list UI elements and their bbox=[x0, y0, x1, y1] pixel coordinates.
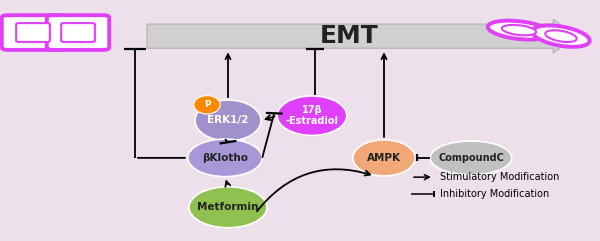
Text: AMPK: AMPK bbox=[367, 153, 401, 163]
Text: EMT: EMT bbox=[320, 24, 379, 48]
Ellipse shape bbox=[194, 96, 220, 114]
Ellipse shape bbox=[353, 140, 415, 176]
Text: Metformin: Metformin bbox=[197, 202, 259, 212]
Ellipse shape bbox=[430, 141, 512, 175]
FancyBboxPatch shape bbox=[16, 23, 50, 42]
Text: βKlotho: βKlotho bbox=[202, 153, 248, 163]
Ellipse shape bbox=[188, 139, 262, 177]
FancyBboxPatch shape bbox=[61, 23, 95, 42]
Ellipse shape bbox=[532, 26, 590, 47]
Text: Inhibitory Modification: Inhibitory Modification bbox=[440, 189, 549, 199]
Text: CompoundC: CompoundC bbox=[438, 153, 504, 163]
Polygon shape bbox=[147, 19, 576, 53]
Ellipse shape bbox=[277, 96, 347, 135]
Text: Stimulatory Modification: Stimulatory Modification bbox=[440, 172, 559, 182]
Text: 17β
-Estradiol: 17β -Estradiol bbox=[286, 105, 338, 126]
FancyBboxPatch shape bbox=[47, 15, 109, 50]
Ellipse shape bbox=[195, 100, 261, 141]
Text: ERK1/2: ERK1/2 bbox=[208, 115, 248, 126]
Ellipse shape bbox=[502, 25, 536, 35]
Text: P: P bbox=[203, 100, 211, 109]
Ellipse shape bbox=[189, 187, 267, 228]
Ellipse shape bbox=[545, 30, 577, 42]
Ellipse shape bbox=[488, 21, 550, 40]
FancyBboxPatch shape bbox=[2, 15, 64, 50]
